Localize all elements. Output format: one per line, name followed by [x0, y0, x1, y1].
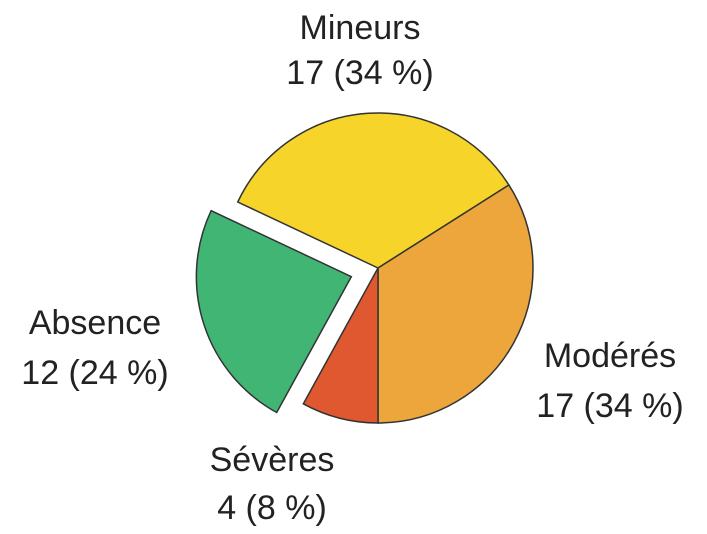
- slice-label: Modérés: [544, 337, 676, 375]
- pie-slice: [195, 209, 353, 414]
- slice-label: Absence: [29, 304, 161, 342]
- slice-label: Mineurs: [300, 9, 421, 47]
- slice-value-label: 4 (8 %): [217, 489, 327, 527]
- slice-value-label: 17 (34 %): [536, 387, 683, 425]
- pie-slice: [377, 183, 534, 424]
- slice-value-label: 17 (34 %): [286, 54, 433, 92]
- pie-slice: [302, 267, 379, 424]
- slice-label: Sévères: [210, 441, 335, 479]
- pie-slice: [236, 112, 510, 269]
- slice-value-label: 12 (24 %): [21, 354, 168, 392]
